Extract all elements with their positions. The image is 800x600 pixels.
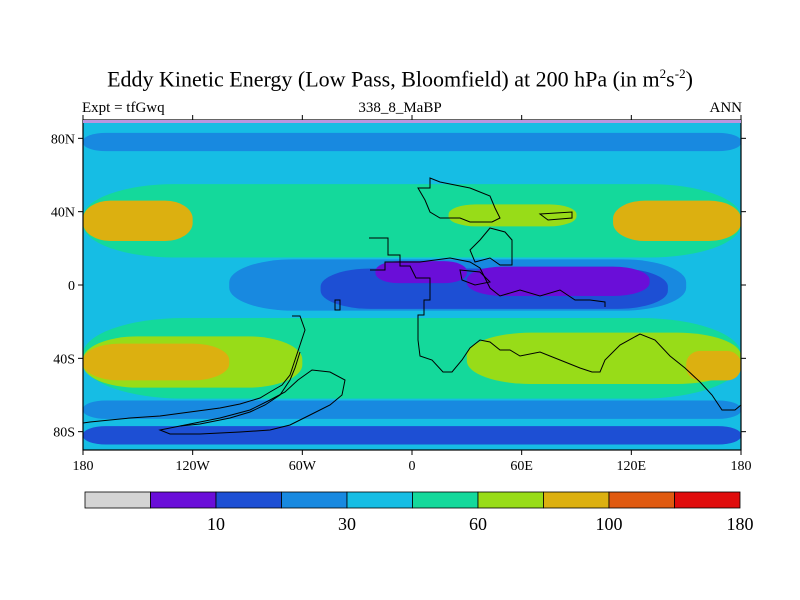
colorbar-label-1: 30 — [338, 514, 356, 534]
contour-band-13 — [83, 400, 741, 419]
experiment-label: Expt = tfGwq — [82, 100, 165, 116]
colorbar: 10 30 60 100 180 — [84, 491, 754, 534]
contour-band-12 — [466, 266, 650, 296]
chart-title: Eddy Kinetic Energy (Low Pass, Bloomfiel… — [0, 66, 800, 92]
plot-area — [83, 120, 741, 450]
polar-band-top — [83, 120, 741, 123]
coastline-africa-europe — [369, 237, 741, 411]
colorbar-swatch-2 — [215, 491, 282, 509]
x-tick-label-0: 180 — [73, 459, 94, 474]
contour-band-8 — [686, 351, 741, 381]
coastline-eurasia — [370, 257, 606, 307]
coastline-south-america — [158, 369, 346, 435]
season-label: ANN — [709, 100, 743, 116]
contour-band-2 — [613, 200, 741, 241]
contour-band-3 — [448, 204, 577, 227]
x-tick-label-3: 0 — [409, 459, 416, 474]
colorbar-swatch-0 — [84, 491, 151, 509]
contour-band-0 — [83, 184, 741, 258]
colorbar-swatch-1 — [150, 491, 217, 509]
coastline-japan — [538, 211, 573, 221]
x-tick-label-6: 180 — [731, 459, 752, 474]
title-sup-2: -2 — [674, 66, 686, 81]
y-tick-label-1: 40N — [51, 206, 75, 221]
colorbar-label-3: 100 — [596, 514, 623, 534]
coastline-outlines — [83, 177, 741, 435]
x-tick-label-2: 60W — [289, 459, 317, 474]
coastline-americas — [83, 315, 306, 424]
contour-band-11 — [375, 261, 467, 284]
y-tick-label-3: 40S — [53, 352, 75, 367]
colorbar-swatch-7 — [543, 491, 610, 509]
title-mid: s — [666, 66, 675, 92]
title-end: ) — [685, 66, 693, 92]
y-tick-label-0: 80N — [51, 132, 75, 147]
colorbar-swatch-6 — [477, 491, 544, 509]
center-label: 338_8_MaBP — [358, 100, 442, 116]
coastline-india — [459, 269, 492, 286]
colorbar-swatch-8 — [608, 491, 675, 509]
title-sup-1: 2 — [659, 66, 667, 81]
y-tick-label-2: 0 — [68, 279, 75, 294]
contour-band-6 — [83, 343, 230, 381]
title-main: Eddy Kinetic Energy (Low Pass, Bloomfiel… — [107, 66, 660, 92]
coastline-antarctic-peninsula — [179, 351, 301, 427]
colorbar-label-4: 180 — [727, 514, 754, 534]
axes: 180 120W 60W 0 60E 120E 180 80N 40N 0 40S 80S — [51, 115, 752, 474]
contour-band-7 — [466, 332, 741, 384]
coastline-asia-east — [469, 227, 513, 266]
colorbar-swatch-5 — [412, 491, 479, 509]
x-tick-label-1: 120W — [176, 459, 211, 474]
y-tick-label-4: 80S — [53, 426, 75, 441]
contour-band-15 — [83, 132, 741, 152]
x-tick-label-5: 120E — [617, 459, 647, 474]
x-tick-label-4: 60E — [510, 459, 533, 474]
coastline-europe-north — [417, 177, 501, 223]
colorbar-label-2: 60 — [469, 514, 487, 534]
coastline-central-america — [334, 299, 341, 311]
contour-band-1 — [83, 200, 193, 241]
colorbar-swatch-3 — [281, 491, 348, 509]
colorbar-label-0: 10 — [207, 514, 225, 534]
contour-band-14 — [83, 426, 741, 445]
colorbar-swatch-9 — [674, 491, 741, 509]
colorbar-swatch-4 — [346, 491, 413, 509]
